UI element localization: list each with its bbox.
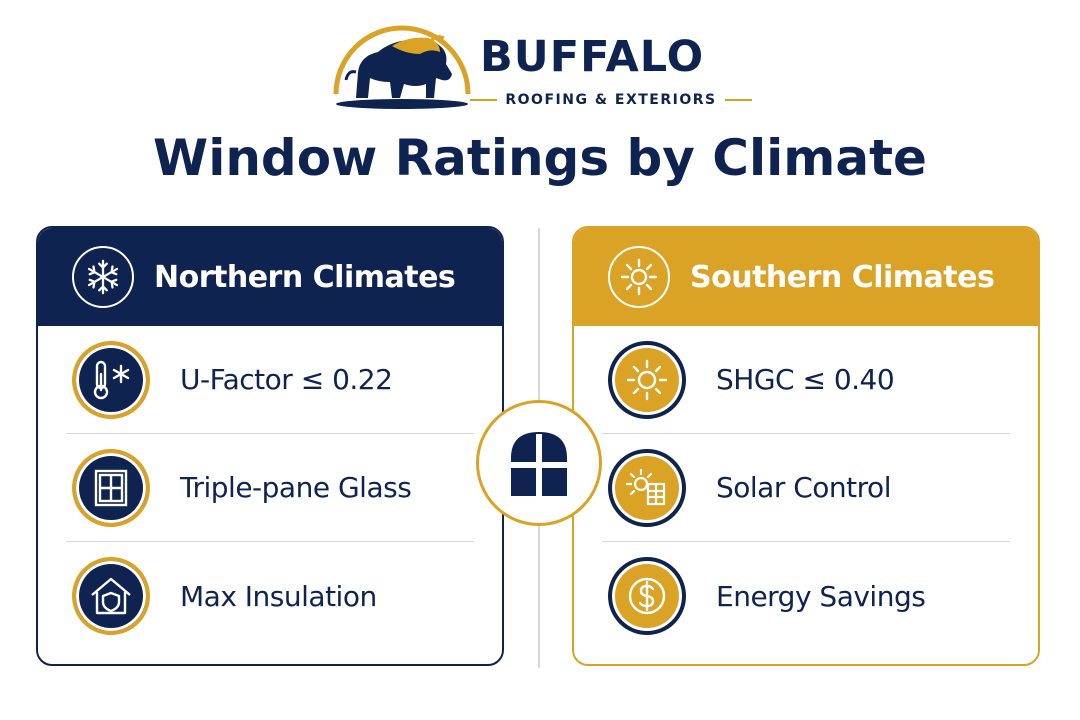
south-item-energy-savings: Energy Savings <box>602 542 1010 650</box>
northern-panel-title: Northern Climates <box>154 259 456 295</box>
dollar-coin-icon <box>608 557 686 635</box>
house-shield-icon <box>72 557 150 635</box>
north-item-label: Triple-pane Glass <box>180 471 412 504</box>
north-item-max-insulation: Max Insulation <box>66 542 474 650</box>
brand-tagline: ROOFING & EXTERIORS <box>470 92 752 108</box>
buffalo-icon <box>333 25 471 109</box>
thermometer-snowflake-icon <box>72 340 150 419</box>
snowflake-icon <box>72 246 134 308</box>
southern-climates-panel: Southern Climates SHGC ≤ 0.40 <box>572 226 1040 666</box>
southern-panel-title: Southern Climates <box>690 259 995 295</box>
northern-panel-header: Northern Climates <box>38 228 502 326</box>
page-title: Window Ratings by Climate <box>153 129 927 187</box>
sun-icon <box>608 340 686 419</box>
sun-window-icon <box>608 448 686 527</box>
north-item-triple-pane: Triple-pane Glass <box>66 434 474 542</box>
south-item-label: Energy Savings <box>716 579 926 613</box>
south-item-label: Solar Control <box>716 471 891 504</box>
north-item-label: U-Factor ≤ 0.22 <box>180 363 393 396</box>
north-item-u-factor: U-Factor ≤ 0.22 <box>66 326 474 434</box>
brand-name: BUFFALO <box>480 32 705 82</box>
brand-tagline-text: ROOFING & EXTERIORS <box>505 92 717 108</box>
north-item-label: Max Insulation <box>180 579 377 613</box>
southern-panel-header: Southern Climates <box>574 228 1038 326</box>
south-item-solar-control: Solar Control <box>602 434 1010 542</box>
tagline-rule-right <box>724 99 752 101</box>
sun-icon <box>608 246 670 308</box>
brand-logo: BUFFALO ROOFING & EXTERIORS <box>320 10 760 114</box>
south-item-label: SHGC ≤ 0.40 <box>716 363 895 396</box>
window-pane-icon <box>72 448 150 527</box>
arched-window-icon <box>476 400 602 526</box>
tagline-rule-left <box>470 99 498 101</box>
northern-climates-panel: Northern Climates U-Factor ≤ 0.22 <box>36 226 504 666</box>
south-item-shgc: SHGC ≤ 0.40 <box>602 326 1010 434</box>
